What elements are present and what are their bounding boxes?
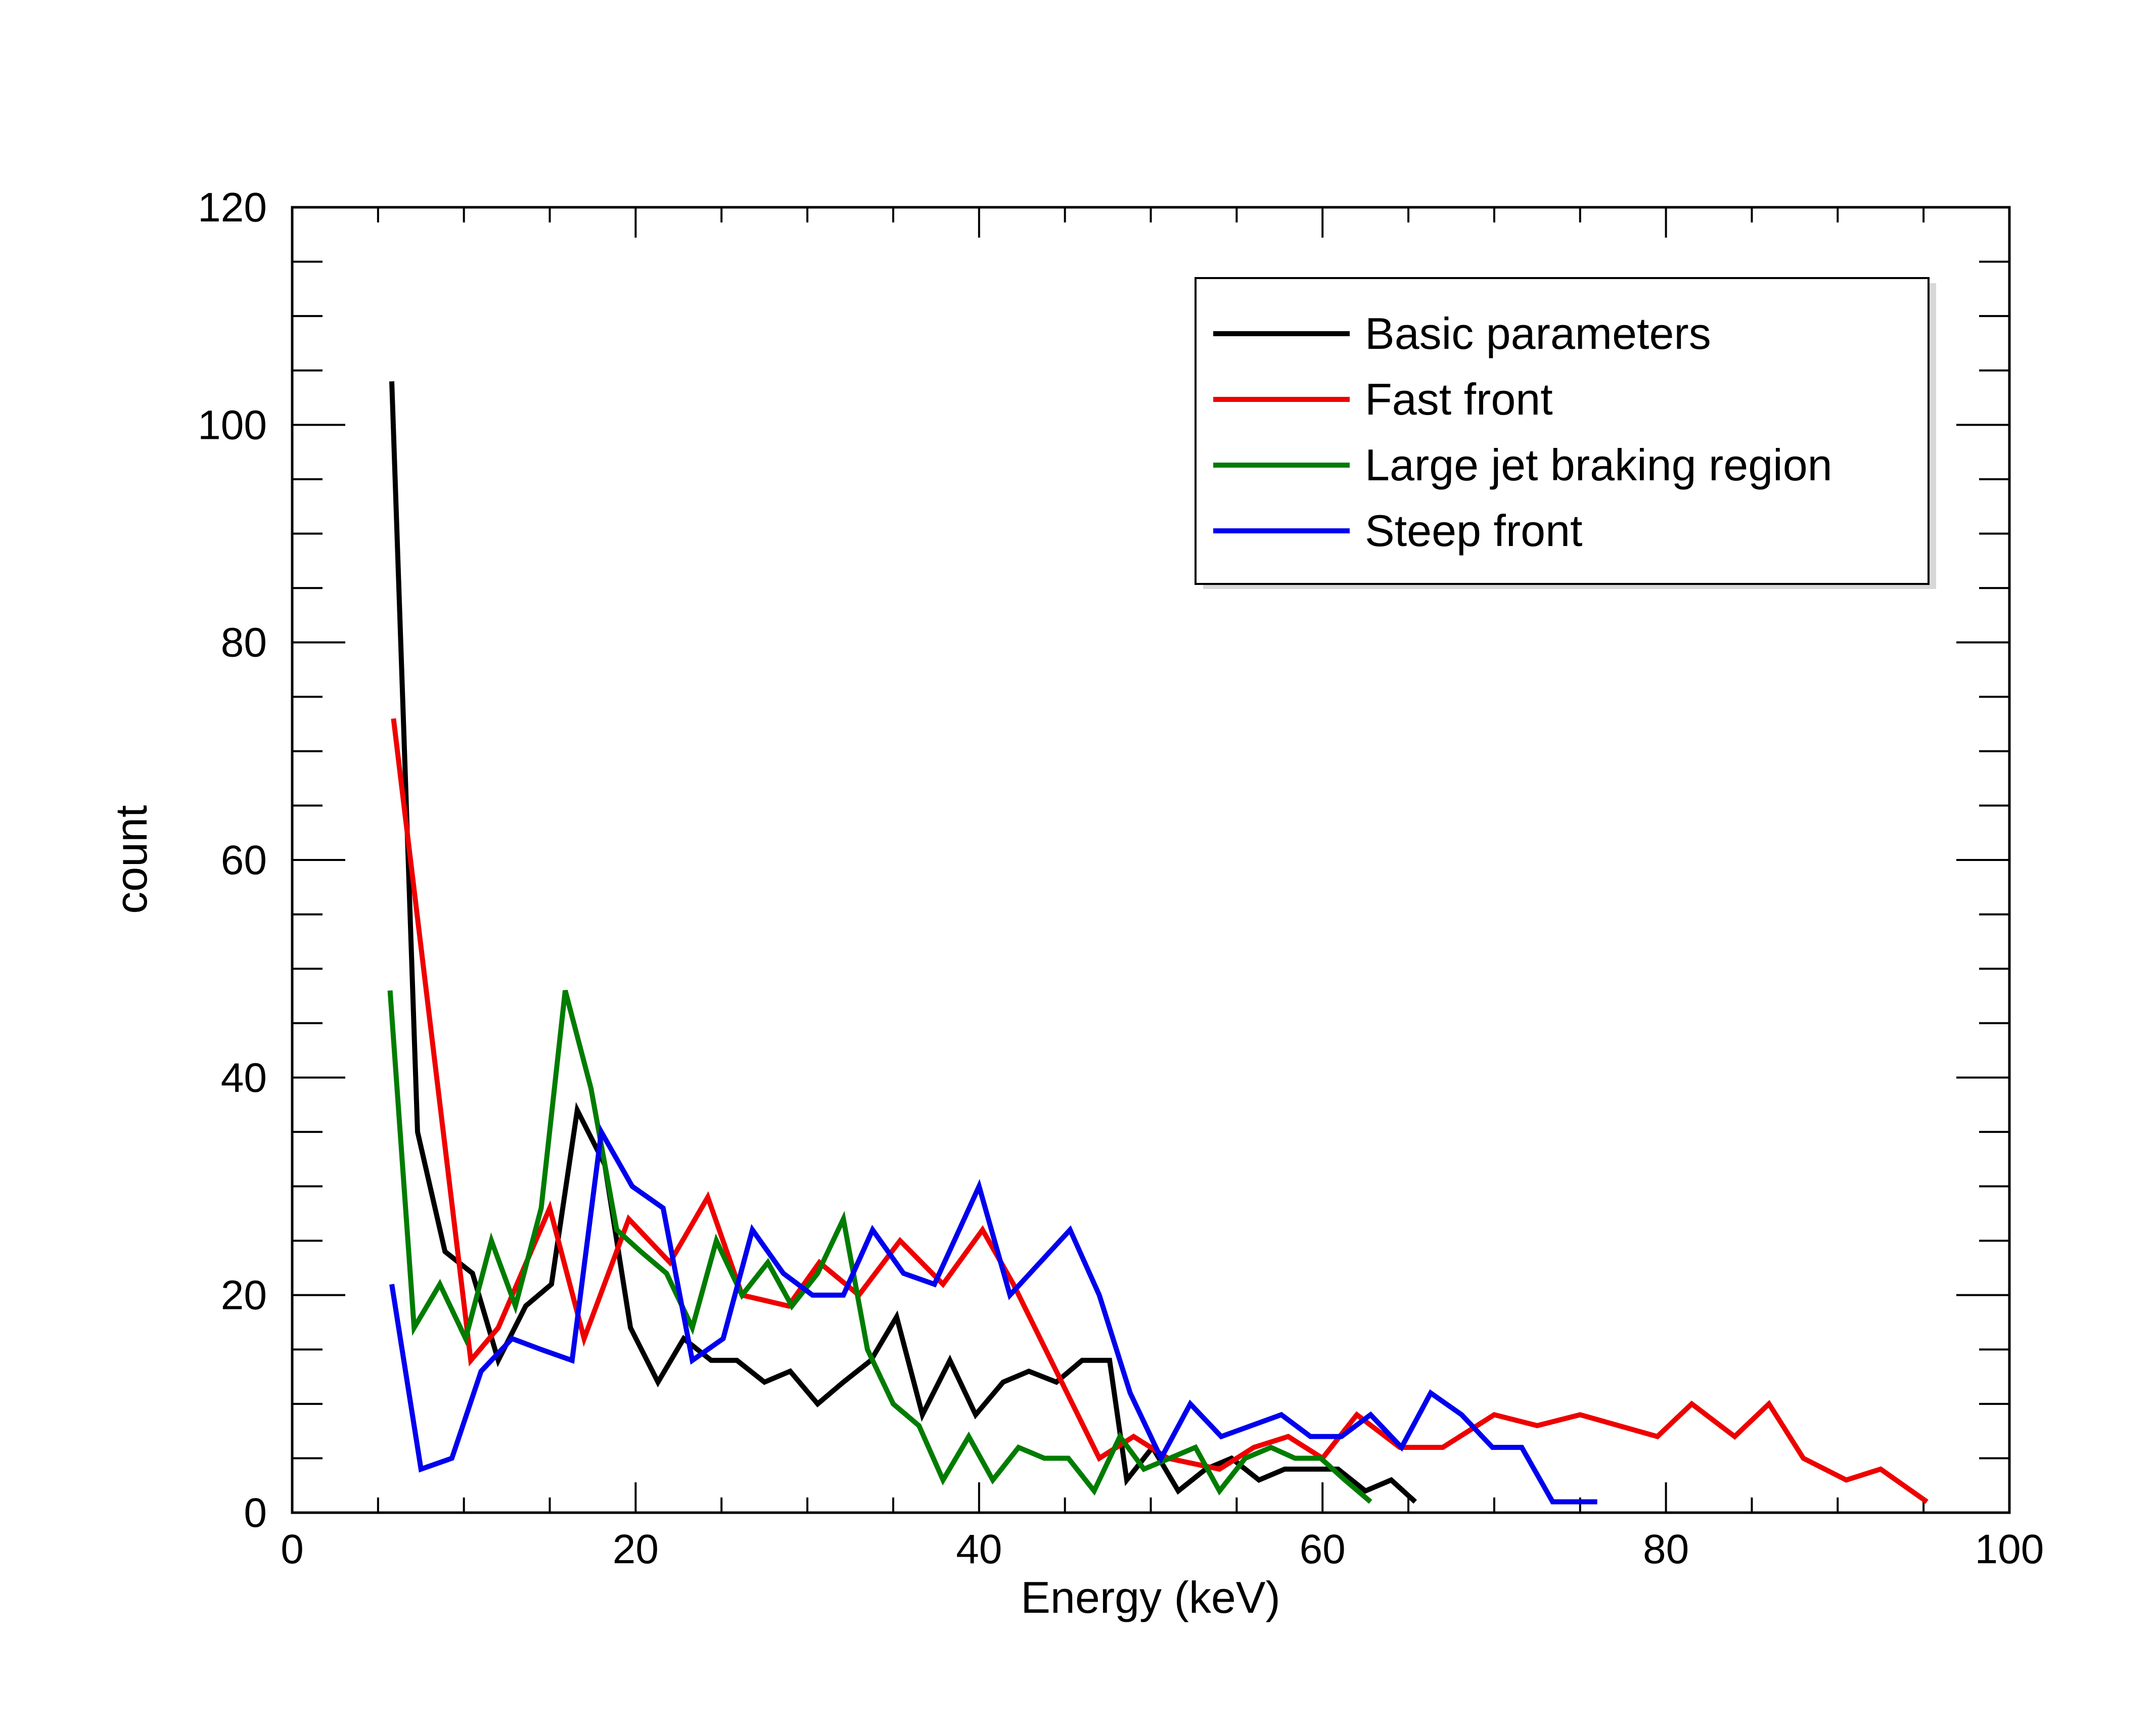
y-tick-label: 80 xyxy=(221,620,267,666)
x-tick-label: 100 xyxy=(1975,1526,2044,1572)
y-tick-label: 100 xyxy=(198,402,267,448)
legend: Basic parameters Fast front Large jet brak… xyxy=(1195,277,1936,589)
y-tick-label: 120 xyxy=(198,185,267,231)
x-tick-label: 60 xyxy=(1300,1526,1346,1572)
y-tick-label: 20 xyxy=(221,1273,267,1319)
x-axis-title: Energy (keV) xyxy=(1021,1572,1280,1622)
y-tick-label: 40 xyxy=(221,1055,267,1101)
legend-entries: Basic parameters Fast front Large jet brak… xyxy=(1213,308,1832,556)
y-axis-title: count xyxy=(106,805,156,914)
y-tick-label: 0 xyxy=(244,1490,267,1536)
y-tick-labels: 0 20 40 60 80 100 120 xyxy=(198,185,267,1536)
series-line-4 xyxy=(389,1124,1597,1505)
legend-label-3: Large jet braking region xyxy=(1365,440,1832,490)
legend-label-2: Fast front xyxy=(1365,374,1553,424)
series-line-3 xyxy=(387,989,1372,1504)
x-tick-label: 40 xyxy=(956,1526,1002,1572)
series-lines xyxy=(387,381,1929,1505)
legend-label-4: Steep front xyxy=(1365,506,1583,556)
x-tick-label: 0 xyxy=(281,1526,304,1572)
x-tick-labels: 0 20 40 60 80 100 xyxy=(281,1526,2044,1572)
plot-frame xyxy=(291,206,2011,1514)
series-line-1 xyxy=(389,381,1417,1504)
x-tick-label: 20 xyxy=(613,1526,659,1572)
x-tick-label: 80 xyxy=(1643,1526,1689,1572)
legend-label-1: Basic parameters xyxy=(1365,308,1711,358)
y-tick-label: 60 xyxy=(221,837,267,883)
